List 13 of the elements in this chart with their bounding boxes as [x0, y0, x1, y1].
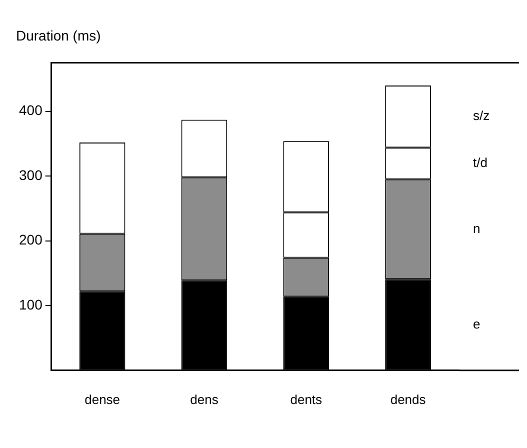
- x-tick-label: dends: [390, 392, 426, 407]
- text: t/d: [473, 155, 488, 170]
- chart-title: Duration (ms): [16, 27, 101, 44]
- y-tick-label: 200: [19, 232, 43, 248]
- y-tick-label: 400: [19, 102, 43, 118]
- x-tick-label: dense: [84, 392, 120, 407]
- y-tick-label: 100: [19, 296, 43, 312]
- text: e: [473, 316, 480, 332]
- x-tick-label: dents: [290, 392, 323, 407]
- y-tick-label: 300: [19, 166, 43, 183]
- x-tick-label: dens: [190, 392, 219, 407]
- text: s/z: [473, 108, 490, 124]
- text: n: [473, 220, 480, 236]
